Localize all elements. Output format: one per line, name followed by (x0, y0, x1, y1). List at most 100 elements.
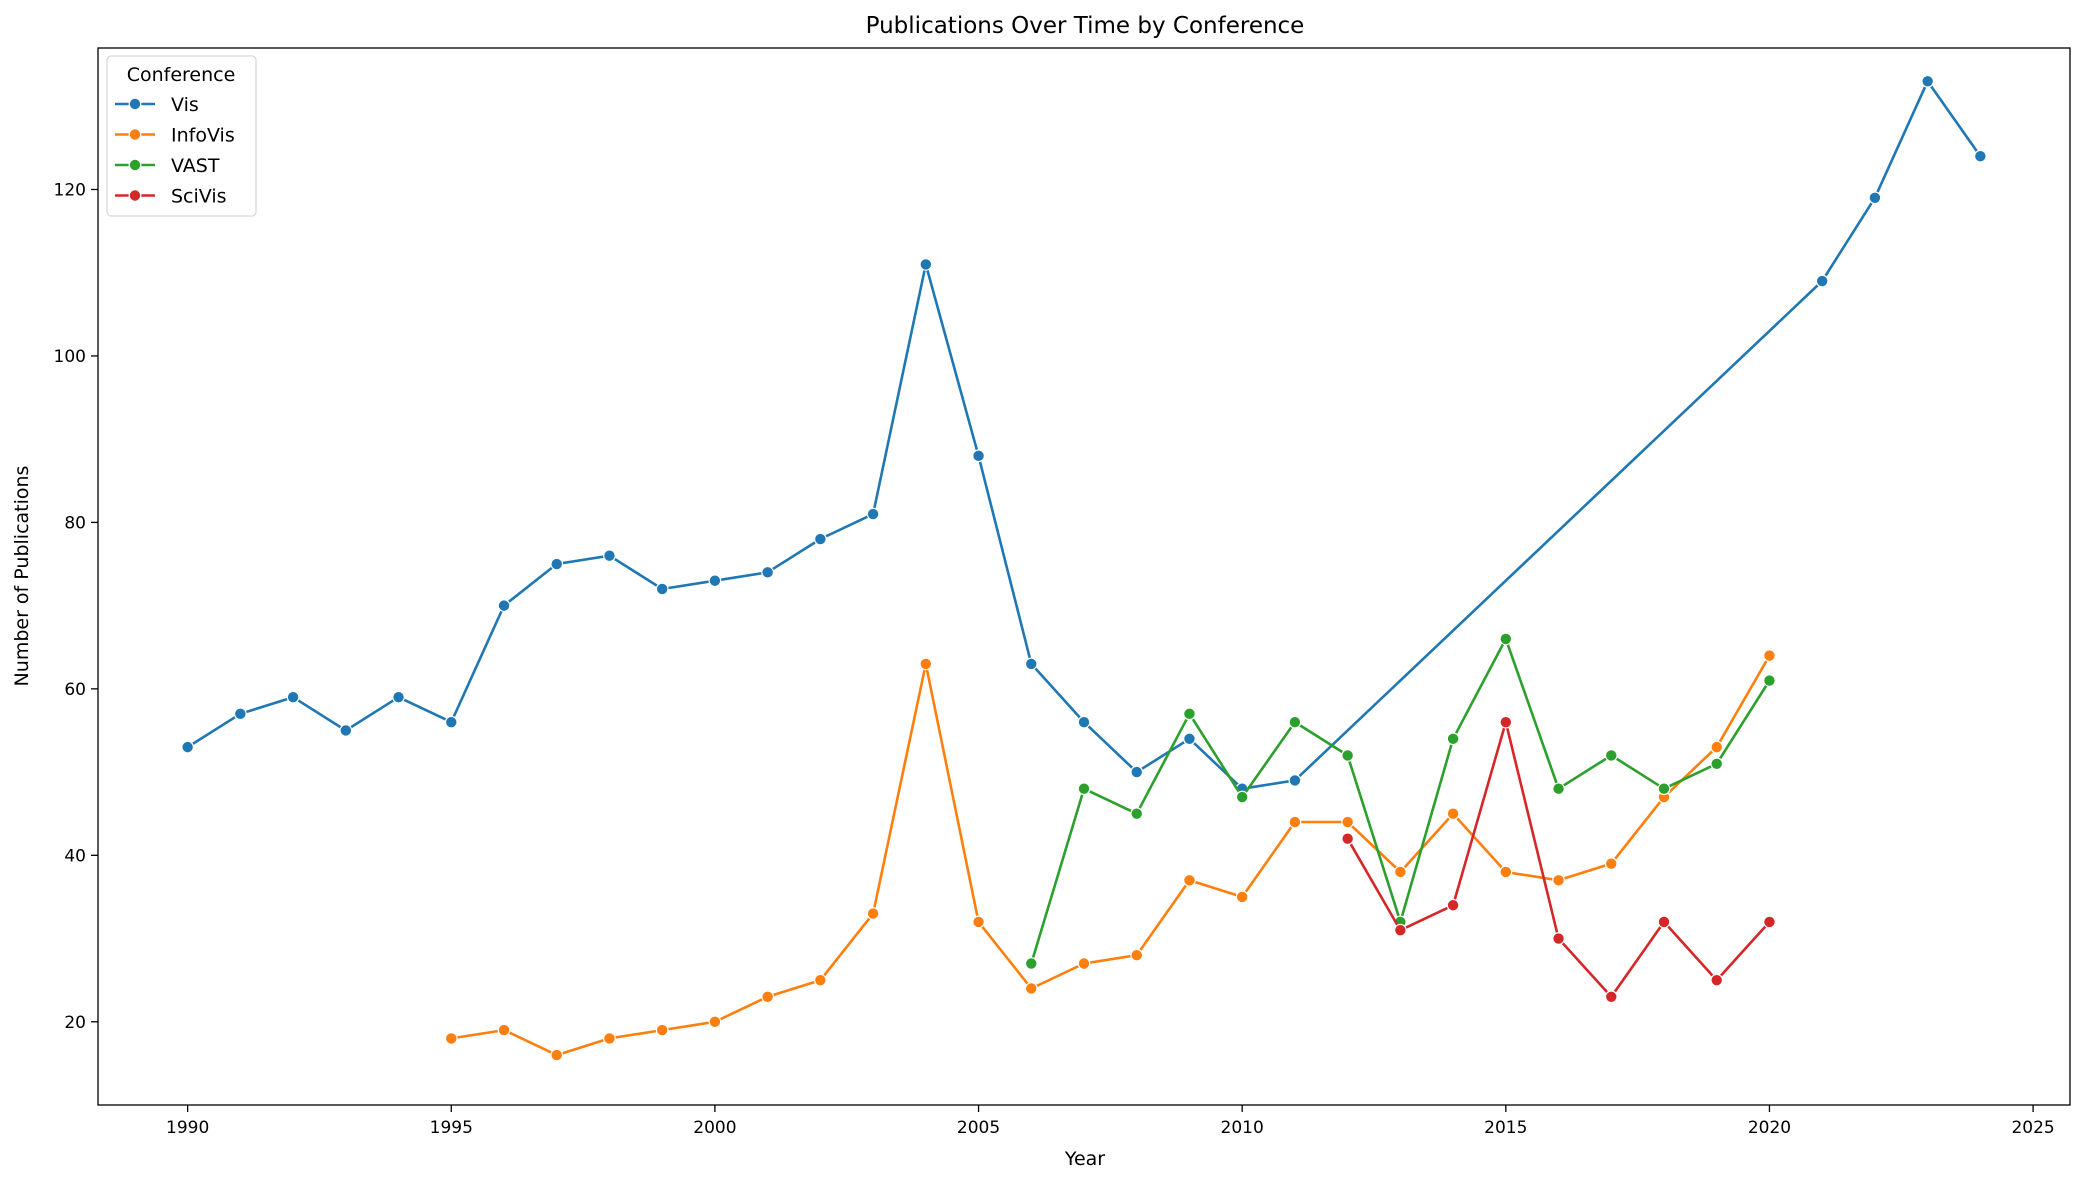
point-infovis-2019 (1710, 740, 1724, 754)
point-vis-1992 (286, 690, 300, 704)
y-tick-label-40: 40 (64, 846, 86, 866)
point-infovis-2015 (1499, 865, 1513, 879)
point-vis-1996 (497, 599, 511, 613)
point-scivis-2020 (1763, 915, 1776, 929)
point-infovis-2017 (1604, 857, 1618, 871)
point-vast-2012 (1341, 749, 1355, 762)
point-vis-2008 (1130, 765, 1144, 779)
point-infovis-1996 (497, 1023, 511, 1037)
legend-marker-vis (128, 97, 142, 111)
point-vis-2022 (1868, 191, 1882, 205)
point-scivis-2015 (1499, 715, 1513, 729)
point-infovis-2004 (919, 657, 933, 671)
point-vis-2011 (1288, 774, 1302, 787)
point-infovis-2010 (1235, 890, 1249, 904)
point-vis-2024 (1973, 149, 1987, 163)
point-vast-2006 (1024, 957, 1038, 970)
series-infovis (444, 649, 1776, 1062)
point-infovis-2012 (1341, 815, 1355, 829)
series-vast (1024, 632, 1776, 970)
point-infovis-2001 (761, 990, 775, 1004)
legend-label-vast: VAST (171, 155, 220, 177)
point-scivis-2016 (1552, 932, 1565, 945)
y-tick-label-80: 80 (64, 513, 86, 533)
x-axis-title: Year (1064, 1148, 1105, 1170)
point-infovis-2016 (1552, 873, 1565, 887)
y-tick-label-60: 60 (64, 680, 86, 700)
point-scivis-2014 (1446, 898, 1460, 912)
point-vis-2001 (761, 565, 775, 579)
plot-frame (97, 47, 2071, 1106)
y-tick-label-100: 100 (54, 347, 86, 367)
point-vast-2010 (1235, 790, 1249, 804)
point-vis-2003 (866, 507, 880, 521)
point-vis-2002 (813, 532, 827, 546)
point-vast-2011 (1288, 715, 1302, 729)
legend-entries: Vis InfoVis VAST SciVis (115, 94, 235, 208)
x-tick-label-2025: 2025 (2011, 1118, 2054, 1138)
x-axis: 1990 1995 2000 2005 2010 2015 2020 2025 (166, 1105, 2055, 1138)
point-vis-2021 (1815, 274, 1829, 288)
y-axis: 20 40 60 80 100 120 (54, 180, 98, 1033)
point-vis-1999 (655, 582, 669, 596)
point-infovis-1998 (603, 1032, 616, 1045)
point-vis-1995 (444, 715, 458, 729)
point-vis-2007 (1077, 715, 1091, 729)
chart-title: Publications Over Time by Conference (866, 13, 1305, 39)
x-tick-label-2000: 2000 (693, 1118, 736, 1138)
point-scivis-2017 (1604, 990, 1618, 1004)
point-infovis-1995 (444, 1032, 458, 1045)
point-scivis-2013 (1393, 923, 1407, 937)
point-vast-2007 (1077, 782, 1091, 796)
point-infovis-2014 (1446, 807, 1460, 821)
point-infovis-1997 (550, 1048, 564, 1062)
point-vast-2019 (1710, 757, 1724, 771)
series-line-infovis (451, 654, 1771, 1057)
x-tick-label-1995: 1995 (430, 1118, 473, 1138)
point-scivis-2019 (1710, 973, 1724, 987)
x-tick-label-1990: 1990 (166, 1118, 209, 1138)
legend-marker-vast (128, 158, 142, 172)
point-infovis-2009 (1183, 873, 1196, 887)
point-vis-2000 (708, 574, 722, 588)
x-tick-label-2005: 2005 (957, 1118, 1000, 1138)
point-vast-2018 (1657, 782, 1671, 796)
point-infovis-2013 (1393, 865, 1407, 879)
point-infovis-2020 (1763, 649, 1776, 662)
point-vis-1997 (550, 557, 564, 571)
point-infovis-2000 (708, 1015, 722, 1029)
point-vis-2009 (1183, 732, 1196, 746)
point-vast-2009 (1183, 707, 1196, 721)
point-vast-2017 (1604, 749, 1618, 762)
point-vis-2023 (1921, 74, 1935, 88)
point-vis-1994 (392, 690, 405, 704)
point-vast-2014 (1446, 732, 1460, 746)
point-vis-2004 (919, 257, 933, 271)
legend-label-infovis: InfoVis (171, 125, 235, 147)
point-vast-2008 (1130, 807, 1144, 821)
point-infovis-2011 (1288, 815, 1302, 829)
point-vis-1998 (603, 549, 616, 563)
point-infovis-2008 (1130, 948, 1144, 962)
series-line-vis (186, 80, 1982, 791)
point-scivis-2012 (1341, 832, 1355, 846)
point-vast-2015 (1499, 632, 1513, 646)
y-tick-label-20: 20 (64, 1013, 86, 1033)
point-vis-2005 (972, 449, 985, 463)
legend-marker-infovis (128, 128, 142, 141)
point-vast-2016 (1552, 782, 1565, 796)
legend-marker-scivis (128, 189, 142, 202)
x-tick-label-2010: 2010 (1221, 1118, 1264, 1138)
x-tick-label-2020: 2020 (1748, 1118, 1791, 1138)
series-vis (181, 74, 1987, 796)
point-infovis-1999 (655, 1023, 669, 1037)
point-vast-2020 (1763, 674, 1776, 687)
y-axis-title: Number of Publications (11, 466, 33, 687)
point-vis-1991 (233, 707, 247, 721)
point-vis-1993 (339, 724, 353, 737)
point-infovis-2006 (1024, 982, 1038, 995)
point-infovis-2007 (1077, 957, 1091, 970)
legend-label-vis: Vis (171, 94, 199, 116)
